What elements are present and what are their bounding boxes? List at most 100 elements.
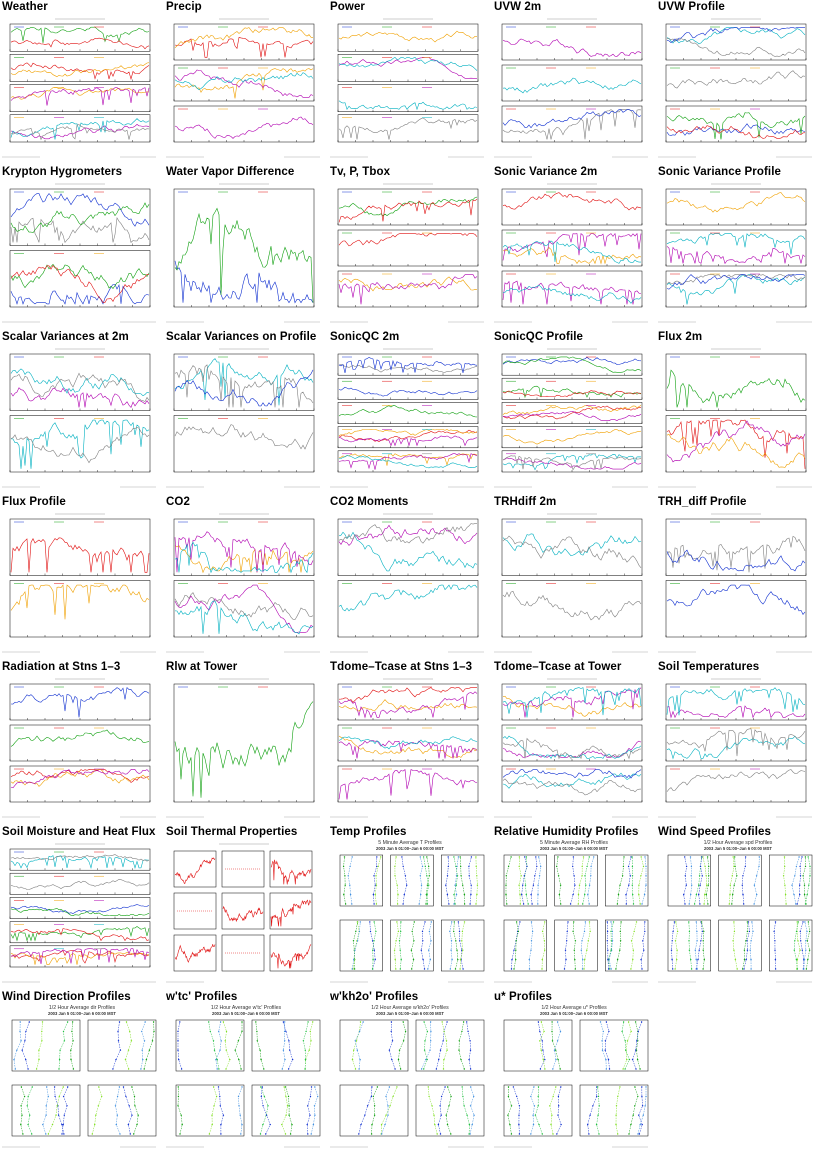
plot-thumbnail[interactable]: TRH_diff Profile	[656, 495, 820, 660]
plot-thumbnail[interactable]: CO2	[164, 495, 328, 660]
thumbnail-image[interactable]	[0, 674, 160, 822]
thumbnail-title[interactable]: w'tc' Profiles	[166, 991, 238, 1003]
thumbnail-title[interactable]: UVW 2m	[494, 1, 542, 13]
plot-thumbnail[interactable]: Flux 2m	[656, 330, 820, 495]
plot-thumbnail[interactable]: Tv, P, Tbox	[328, 165, 492, 330]
thumbnail-title[interactable]: SonicQC 2m	[330, 331, 400, 343]
plot-thumbnail[interactable]: Relative Humidity Profiles 5 Minute Avera…	[492, 825, 656, 990]
plot-thumbnail[interactable]: CO2 Moments	[328, 495, 492, 660]
plot-thumbnail[interactable]: Temp Profiles 5 Minute Average T Profiles…	[328, 825, 492, 990]
thumbnail-title[interactable]: Relative Humidity Profiles	[494, 826, 639, 838]
plot-thumbnail[interactable]: Radiation at Stns 1–3	[0, 660, 164, 825]
plot-thumbnail[interactable]: SonicQC 2m	[328, 330, 492, 495]
thumbnail-title[interactable]: Soil Moisture and Heat Flux	[2, 826, 156, 838]
thumbnail-title[interactable]: Flux Profile	[2, 496, 66, 508]
thumbnail-image[interactable]	[164, 179, 324, 327]
thumbnail-title[interactable]: Wind Direction Profiles	[2, 991, 131, 1003]
thumbnail-image[interactable]	[656, 14, 816, 162]
plot-thumbnail[interactable]: Krypton Hygrometers	[0, 165, 164, 330]
thumbnail-title[interactable]: Tdome–Tcase at Tower	[494, 661, 622, 673]
thumbnail-title[interactable]: SonicQC Profile	[494, 331, 584, 343]
thumbnail-title[interactable]: Scalar Variances at 2m	[2, 331, 129, 343]
thumbnail-title[interactable]: Rlw at Tower	[166, 661, 238, 673]
thumbnail-title[interactable]: Sonic Variance Profile	[658, 166, 782, 178]
thumbnail-title[interactable]: Wind Speed Profiles	[658, 826, 771, 838]
thumbnail-image[interactable]	[164, 509, 324, 657]
thumbnail-title[interactable]: Tdome–Tcase at Stns 1–3	[330, 661, 473, 673]
thumbnail-title[interactable]: Sonic Variance 2m	[494, 166, 598, 178]
plot-thumbnail[interactable]: Sonic Variance Profile	[656, 165, 820, 330]
thumbnail-image[interactable]	[328, 344, 488, 492]
thumbnail-title[interactable]: Soil Thermal Properties	[166, 826, 298, 838]
thumbnail-title[interactable]: Flux 2m	[658, 331, 703, 343]
plot-thumbnail[interactable]: Tdome–Tcase at Stns 1–3	[328, 660, 492, 825]
plot-thumbnail[interactable]: Weather	[0, 0, 164, 165]
thumbnail-title[interactable]: w'kh2o' Profiles	[330, 991, 419, 1003]
plot-thumbnail[interactable]: Sonic Variance 2m	[492, 165, 656, 330]
thumbnail-title[interactable]: TRHdiff 2m	[494, 496, 557, 508]
plot-thumbnail[interactable]: UVW Profile	[656, 0, 820, 165]
plot-thumbnail[interactable]: Wind Direction Profiles 1/2 Hour Average …	[0, 990, 164, 1155]
thumbnail-image[interactable]	[0, 179, 160, 327]
thumbnail-title[interactable]: UVW Profile	[658, 1, 725, 13]
thumbnail-image[interactable]	[0, 839, 160, 987]
thumbnail-image[interactable]	[328, 179, 488, 327]
thumbnail-image[interactable]	[492, 509, 652, 657]
thumbnail-image[interactable]	[656, 674, 816, 822]
thumbnail-title[interactable]: Scalar Variances on Profile	[166, 331, 317, 343]
thumbnail-title[interactable]: Radiation at Stns 1–3	[2, 661, 121, 673]
plot-thumbnail[interactable]: Scalar Variances at 2m	[0, 330, 164, 495]
thumbnail-image[interactable]	[492, 344, 652, 492]
thumbnail-title[interactable]: TRH_diff Profile	[658, 496, 747, 508]
thumbnail-image[interactable]	[328, 14, 488, 162]
thumbnail-title[interactable]: Tv, P, Tbox	[330, 166, 391, 178]
plot-thumbnail[interactable]: Precip	[164, 0, 328, 165]
plot-thumbnail[interactable]: Scalar Variances on Profile	[164, 330, 328, 495]
thumbnail-image[interactable]	[0, 344, 160, 492]
plot-thumbnail[interactable]: TRHdiff 2m	[492, 495, 656, 660]
thumbnail-title[interactable]: Krypton Hygrometers	[2, 166, 123, 178]
thumbnail-image[interactable]	[0, 509, 160, 657]
thumbnail-title[interactable]: CO2 Moments	[330, 496, 409, 508]
plot-thumbnail[interactable]: Water Vapor Difference	[164, 165, 328, 330]
thumbnail-image[interactable]	[492, 179, 652, 327]
plot-thumbnail[interactable]: SonicQC Profile	[492, 330, 656, 495]
plot-thumbnail[interactable]: Soil Temperatures	[656, 660, 820, 825]
thumbnail-image[interactable]	[492, 14, 652, 162]
plot-thumbnail[interactable]: Power	[328, 0, 492, 165]
plot-thumbnail[interactable]: Flux Profile	[0, 495, 164, 660]
thumbnail-title[interactable]: Water Vapor Difference	[166, 166, 295, 178]
thumbnail-title[interactable]: Soil Temperatures	[658, 661, 760, 673]
thumbnail-image[interactable]	[164, 674, 324, 822]
plot-thumbnail[interactable]: Soil Thermal Properties	[164, 825, 328, 990]
thumbnail-image[interactable]	[328, 674, 488, 822]
thumbnail-title[interactable]: CO2	[166, 496, 190, 508]
thumbnail-image[interactable]	[164, 839, 324, 987]
thumbnail-image[interactable]	[656, 344, 816, 492]
thumbnail-image[interactable]	[164, 344, 324, 492]
thumbnail-image[interactable]	[656, 179, 816, 327]
plot-thumbnail[interactable]: Soil Moisture and Heat Flux	[0, 825, 164, 990]
thumbnail-title[interactable]: Temp Profiles	[330, 826, 407, 838]
plot-thumbnail[interactable]: UVW 2m	[492, 0, 656, 165]
thumbnail-image[interactable]	[492, 674, 652, 822]
thumbnail-image[interactable]	[0, 14, 160, 162]
thumbnail-title[interactable]: Precip	[166, 1, 202, 13]
plot-thumbnail[interactable]: w'kh2o' Profiles 1/2 Hour Average w'kh2o'…	[328, 990, 492, 1155]
plot-thumbnail[interactable]: Wind Speed Profiles 1/2 Hour Average spd …	[656, 825, 820, 990]
plot-thumbnail[interactable]: Rlw at Tower	[164, 660, 328, 825]
thumbnail-image[interactable]	[328, 509, 488, 657]
thumbnail-title[interactable]: Weather	[2, 1, 48, 13]
thumbnail-image[interactable]	[164, 14, 324, 162]
thumbnail-title[interactable]: u* Profiles	[494, 991, 552, 1003]
plot-thumbnail[interactable]: Tdome–Tcase at Tower	[492, 660, 656, 825]
thumbnail-image[interactable]	[656, 509, 816, 657]
thumbnail-title[interactable]: Power	[330, 1, 366, 13]
